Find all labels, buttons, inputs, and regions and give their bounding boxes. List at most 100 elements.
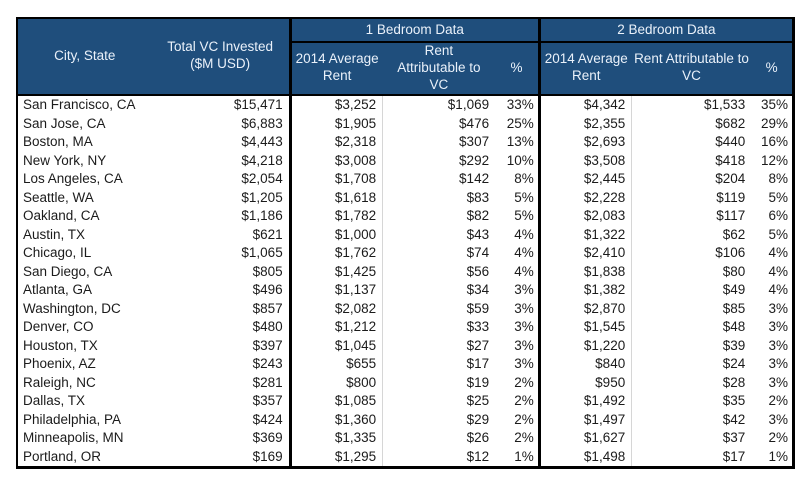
cell-total-vc: $1,065 (151, 243, 291, 263)
cell-1br-rent-attributable: $56 (382, 262, 496, 281)
table-row: Minneapolis, MN $369 $1,335 $26 2% $1,627 $37 2… (17, 428, 794, 448)
cell-1br-avg-rent: $1,762 (288, 243, 383, 263)
cell-2br-percent: 4% (751, 262, 794, 281)
table-row: San Jose, CA $6,883 $1,905 $476 25% $2,355 $68… (17, 114, 794, 133)
cell-1br-rent-attributable: $43 (382, 225, 496, 244)
cell-city: San Jose, CA (17, 114, 152, 133)
vc-rent-table: City, State Total VC Invested ($M USD) 1… (16, 17, 795, 469)
table-row: Dallas, TX $357 $1,085 $25 2% $1,492 $35 2% (17, 391, 794, 411)
cell-1br-rent-attributable: $34 (382, 280, 496, 300)
cell-total-vc: $243 (151, 354, 291, 374)
cell-city: Oakland, CA (17, 206, 152, 226)
cell-2br-avg-rent: $1,497 (537, 410, 632, 429)
cell-city: Austin, TX (17, 225, 152, 244)
cell-1br-avg-rent: $1,708 (288, 169, 383, 189)
cell-city: Boston, MA (17, 132, 152, 152)
cell-1br-percent: 8% (495, 169, 540, 189)
cell-2br-rent-attributable: $62 (631, 225, 752, 244)
cell-2br-avg-rent: $1,627 (537, 428, 632, 448)
cell-2br-avg-rent: $1,545 (537, 317, 632, 337)
cell-2br-percent: 29% (751, 114, 794, 133)
cell-2br-avg-rent: $2,410 (537, 243, 632, 263)
cell-1br-percent: 3% (495, 317, 540, 337)
cell-2br-rent-attributable: $42 (631, 410, 752, 429)
cell-1br-rent-attributable: $82 (382, 206, 496, 226)
cell-2br-percent: 16% (751, 132, 794, 152)
cell-2br-avg-rent: $1,220 (537, 336, 632, 355)
cell-2br-avg-rent: $3,508 (537, 151, 632, 170)
cell-1br-percent: 3% (495, 280, 540, 300)
cell-2br-avg-rent: $840 (537, 354, 632, 374)
cell-1br-percent: 10% (495, 151, 540, 170)
cell-city: Denver, CO (17, 317, 152, 337)
cell-2br-rent-attributable: $48 (631, 317, 752, 337)
cell-city: Houston, TX (17, 336, 152, 355)
table-row: Los Angeles, CA $2,054 $1,708 $142 8% $2,445 $… (17, 169, 794, 189)
cell-1br-avg-rent: $1,212 (288, 317, 383, 337)
cell-2br-rent-attributable: $1,533 (631, 94, 752, 115)
cell-total-vc: $480 (151, 317, 291, 337)
cell-2br-avg-rent: $1,322 (537, 225, 632, 244)
cell-total-vc: $15,471 (151, 94, 291, 115)
cell-2br-percent: 2% (751, 391, 794, 411)
table-row: Phoenix, AZ $243 $655 $17 3% $840 $24 3% (17, 354, 794, 374)
cell-total-vc: $369 (151, 428, 291, 448)
table-row: Denver, CO $480 $1,212 $33 3% $1,545 $48 3% (17, 317, 794, 337)
cell-1br-avg-rent: $1,360 (288, 410, 383, 429)
cell-1br-percent: 3% (495, 299, 540, 318)
table-row: San Diego, CA $805 $1,425 $56 4% $1,838 $80 4% (17, 262, 794, 281)
cell-1br-percent: 4% (495, 262, 540, 281)
cell-1br-percent: 33% (495, 94, 540, 115)
cell-city: San Diego, CA (17, 262, 152, 281)
col-header-1br-percent: % (495, 42, 540, 95)
cell-1br-rent-attributable: $33 (382, 317, 496, 337)
table-row: Chicago, IL $1,065 $1,762 $74 4% $2,410 $106 4% (17, 243, 794, 263)
col-header-city: City, State (17, 18, 152, 95)
cell-2br-avg-rent: $1,382 (537, 280, 632, 300)
cell-2br-rent-attributable: $119 (631, 188, 752, 207)
cell-city: Raleigh, NC (17, 373, 152, 392)
cell-2br-rent-attributable: $117 (631, 206, 752, 226)
cell-2br-rent-attributable: $35 (631, 391, 752, 411)
cell-1br-rent-attributable: $83 (382, 188, 496, 207)
cell-1br-avg-rent: $1,425 (288, 262, 383, 281)
cell-1br-percent: 3% (495, 336, 540, 355)
cell-1br-percent: 5% (495, 206, 540, 226)
col-header-1br-avg-rent: 2014 Average Rent (288, 42, 383, 95)
table-row: Philadelphia, PA $424 $1,360 $29 2% $1,497 $42… (17, 410, 794, 429)
cell-1br-percent: 2% (495, 428, 540, 448)
table-row: Washington, DC $857 $2,082 $59 3% $2,870 $85 3% (17, 299, 794, 318)
cell-1br-rent-attributable: $292 (382, 151, 496, 170)
cell-2br-avg-rent: $1,492 (537, 391, 632, 411)
table-row: Portland, OR $169 $1,295 $12 1% $1,498 $17 1% (17, 447, 794, 468)
cell-2br-rent-attributable: $418 (631, 151, 752, 170)
cell-total-vc: $169 (151, 447, 291, 468)
cell-city: Philadelphia, PA (17, 410, 152, 429)
cell-1br-avg-rent: $1,782 (288, 206, 383, 226)
cell-2br-avg-rent: $2,445 (537, 169, 632, 189)
table-row: Boston, MA $4,443 $2,318 $307 13% $2,693 $440 1… (17, 132, 794, 152)
cell-2br-percent: 5% (751, 225, 794, 244)
cell-city: San Francisco, CA (17, 94, 152, 115)
cell-2br-rent-attributable: $204 (631, 169, 752, 189)
cell-1br-avg-rent: $1,905 (288, 114, 383, 133)
table-row: Seattle, WA $1,205 $1,618 $83 5% $2,228 $119 5% (17, 188, 794, 207)
cell-2br-percent: 3% (751, 373, 794, 392)
cell-total-vc: $496 (151, 280, 291, 300)
cell-1br-rent-attributable: $27 (382, 336, 496, 355)
cell-1br-rent-attributable: $307 (382, 132, 496, 152)
cell-2br-percent: 4% (751, 243, 794, 263)
cell-2br-percent: 3% (751, 410, 794, 429)
cell-total-vc: $1,186 (151, 206, 291, 226)
cell-2br-rent-attributable: $39 (631, 336, 752, 355)
table-row: New York, NY $4,218 $3,008 $292 10% $3,508 $41… (17, 151, 794, 170)
cell-2br-percent: 3% (751, 336, 794, 355)
cell-city: Phoenix, AZ (17, 354, 152, 374)
cell-1br-avg-rent: $1,335 (288, 428, 383, 448)
cell-2br-percent: 4% (751, 280, 794, 300)
cell-city: New York, NY (17, 151, 152, 170)
table-row: Oakland, CA $1,186 $1,782 $82 5% $2,083 $117 6% (17, 206, 794, 226)
header-group-row: City, State Total VC Invested ($M USD) 1… (17, 18, 794, 95)
cell-1br-percent: 3% (495, 354, 540, 374)
cell-2br-rent-attributable: $49 (631, 280, 752, 300)
